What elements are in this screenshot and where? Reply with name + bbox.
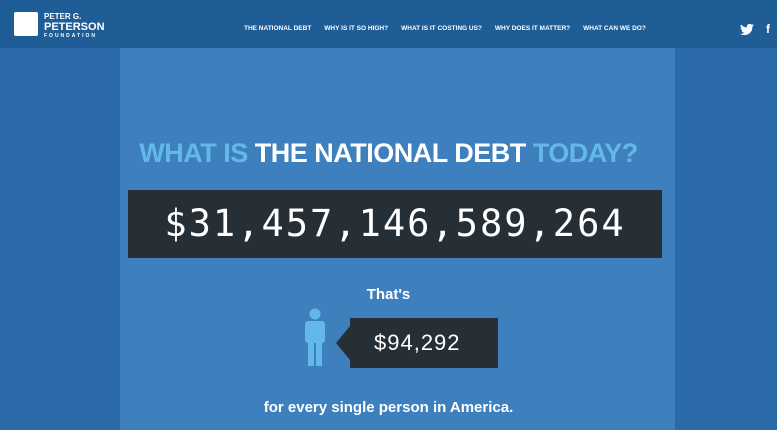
nav-link[interactable]: WHY IS IT SO HIGH? <box>324 25 389 32</box>
logo-text[interactable]: PETER G. <box>44 12 82 21</box>
heading: WHAT IS THE NATIONAL DEBT TODAY? <box>0 138 777 169</box>
heading-part: TODAY? <box>532 138 639 168</box>
logo-text[interactable]: FOUNDATION <box>44 33 97 39</box>
person-icon <box>305 308 325 366</box>
nav-link[interactable]: WHAT IS IT COSTING US? <box>401 25 482 32</box>
nav-link[interactable]: WHY DOES IT MATTER? <box>494 25 571 32</box>
logo-text[interactable]: PETERSON <box>44 21 105 33</box>
nav: THE NATIONAL DEBT WHY IS IT SO HIGH? WHA… <box>244 25 646 32</box>
per-person-amount: $94,292 <box>350 318 498 368</box>
heading-part: WHAT IS <box>139 138 248 168</box>
debt-counter: $31,457,146,589,264 <box>128 190 662 258</box>
logo-icon[interactable] <box>14 12 38 36</box>
facebook-icon[interactable]: f <box>766 22 770 36</box>
caption: for every single person in America. <box>263 399 514 416</box>
header: PETER G. PETERSON FOUNDATION THE NATIONA… <box>0 0 777 48</box>
nav-link[interactable]: WHAT CAN WE DO? <box>583 25 646 32</box>
thats-label: That's <box>366 286 411 303</box>
heading-part: THE NATIONAL DEBT <box>254 138 527 168</box>
nav-link[interactable]: THE NATIONAL DEBT <box>244 25 312 32</box>
twitter-icon[interactable] <box>740 24 754 35</box>
callout-arrow <box>336 326 350 360</box>
